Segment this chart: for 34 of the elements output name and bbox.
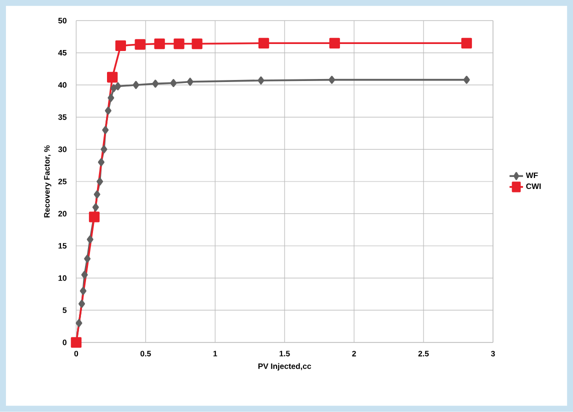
point [115, 40, 126, 52]
point [174, 38, 184, 50]
point [110, 84, 117, 92]
point [192, 38, 202, 50]
point [76, 319, 82, 328]
point [94, 190, 100, 199]
point [170, 79, 177, 88]
point [258, 38, 270, 49]
point [92, 203, 99, 212]
point [88, 212, 100, 222]
point [78, 300, 86, 308]
point [154, 38, 165, 50]
point [108, 94, 114, 102]
point [463, 76, 470, 84]
point [84, 254, 91, 263]
point [258, 76, 264, 85]
point [70, 337, 82, 348]
point [329, 38, 340, 49]
point [152, 80, 159, 88]
point [186, 78, 194, 86]
point [132, 81, 140, 90]
point [461, 38, 472, 49]
point [102, 126, 109, 134]
point [107, 72, 118, 83]
point [96, 178, 104, 186]
point [114, 82, 122, 90]
point [100, 145, 108, 154]
point [328, 76, 336, 84]
point [104, 106, 112, 115]
point [86, 236, 94, 244]
point [81, 270, 88, 280]
point [98, 158, 104, 166]
point [80, 287, 86, 296]
point [134, 39, 146, 50]
